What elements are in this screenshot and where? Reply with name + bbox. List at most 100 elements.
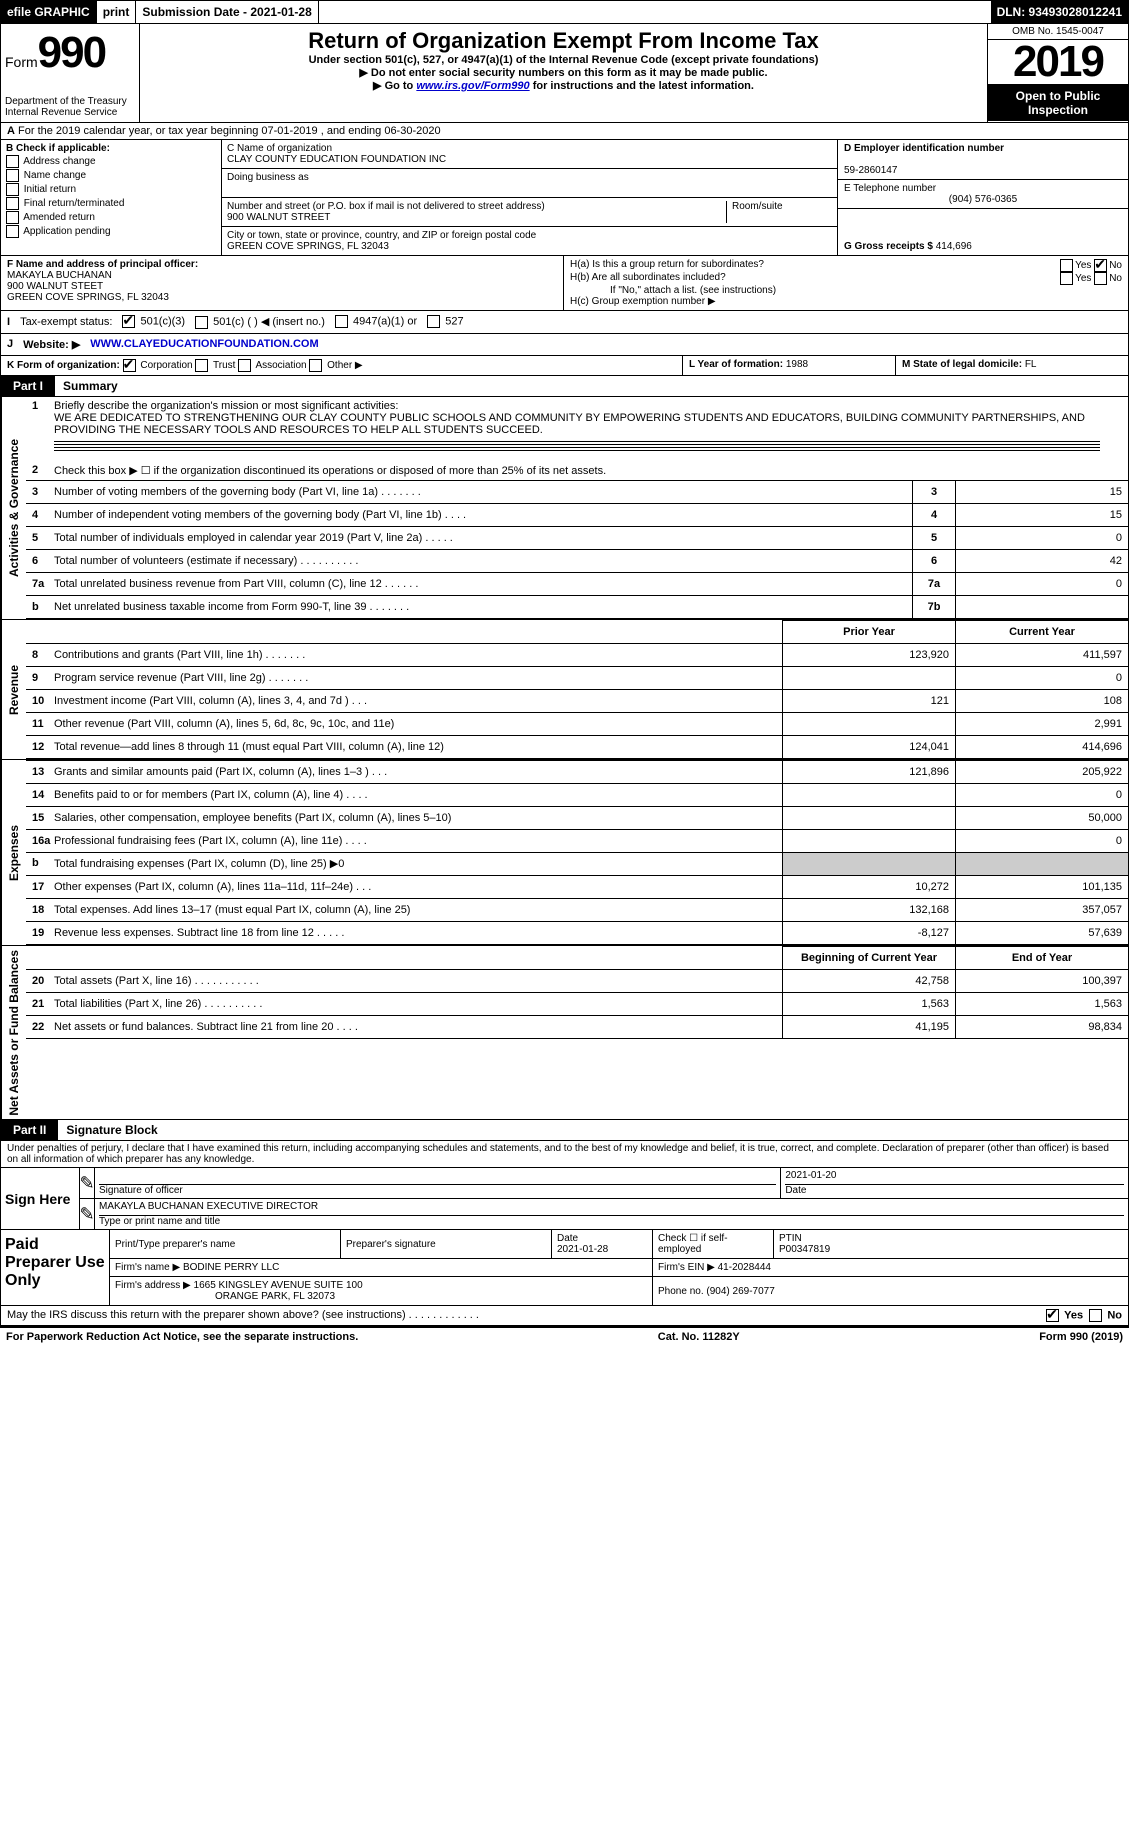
section-d: D Employer identification number 59-2860… [837, 140, 1128, 255]
501c3-checkbox[interactable] [122, 315, 135, 328]
ein-label: D Employer identification number [844, 143, 1004, 154]
room-label: Room/suite [732, 201, 783, 212]
other-checkbox[interactable] [309, 359, 322, 372]
part1-title: Summary [55, 376, 126, 396]
name-title-label: Type or print name and title [99, 1216, 220, 1227]
section-b: B Check if applicable: Address change Na… [1, 140, 222, 255]
gross-label: G Gross receipts $ [844, 241, 936, 252]
discuss-yes[interactable] [1046, 1309, 1059, 1322]
year-formed: 1988 [786, 359, 808, 370]
efile-label: efile GRAPHIC [1, 1, 97, 23]
org-name: CLAY COUNTY EDUCATION FOUNDATION INC [227, 154, 446, 165]
submission-date: Submission Date - 2021-01-28 [136, 1, 318, 23]
corp-checkbox[interactable] [123, 359, 136, 372]
revenue-section: Revenue Prior YearCurrent Year8Contribut… [0, 620, 1129, 760]
revenue-table: Prior YearCurrent Year8Contributions and… [26, 620, 1128, 759]
phone: (904) 576-0365 [844, 194, 1122, 205]
sign-here-label: Sign Here [1, 1168, 79, 1229]
net-assets-section: Net Assets or Fund Balances Beginning of… [0, 946, 1129, 1121]
form-prefix: Form [5, 54, 38, 70]
527-checkbox[interactable] [427, 315, 440, 328]
pen-icon: ✎ [80, 1199, 94, 1229]
net-vtab: Net Assets or Fund Balances [1, 946, 26, 1120]
trust-checkbox[interactable] [195, 359, 208, 372]
expenses-table: 13Grants and similar amounts paid (Part … [26, 760, 1128, 945]
line-a: A For the 2019 calendar year, or tax yea… [0, 123, 1129, 140]
officer-name-title: MAKAYLA BUCHANAN EXECUTIVE DIRECTOR [99, 1201, 1124, 1216]
officer-street: 900 WALNUT STEET [7, 281, 103, 292]
dba-label: Doing business as [227, 172, 309, 183]
sign-date: 2021-01-20 [785, 1170, 1124, 1185]
form-title: Return of Organization Exempt From Incom… [146, 28, 981, 54]
officer-name: MAKAYLA BUCHANAN [7, 270, 112, 281]
final-return-checkbox[interactable] [6, 197, 19, 210]
self-employed-check[interactable]: Check ☐ if self-employed [653, 1230, 774, 1259]
date-label: Date [785, 1185, 806, 1196]
officer-city: GREEN COVE SPRINGS, FL 32043 [7, 292, 169, 303]
form-sub2: ▶ Do not enter social security numbers o… [146, 66, 981, 79]
501c-checkbox[interactable] [195, 316, 208, 329]
amended-checkbox[interactable] [6, 211, 19, 224]
part1-tab: Part I [1, 376, 55, 396]
paid-preparer-block: Paid Preparer Use Only Print/Type prepar… [0, 1230, 1129, 1306]
top-bar: efile GRAPHIC print Submission Date - 20… [0, 0, 1129, 24]
form-number: 990 [38, 28, 105, 77]
open-inspection: Open to Public Inspection [988, 85, 1128, 121]
pen-icon: ✎ [80, 1168, 94, 1198]
section-f: F Name and address of principal officer:… [1, 256, 564, 310]
tax-exempt-row: I Tax-exempt status: 501(c)(3) 501(c) ( … [0, 311, 1129, 334]
phone-label: E Telephone number [844, 183, 936, 194]
irs-link[interactable]: www.irs.gov/Form990 [416, 80, 529, 92]
ha-yes[interactable] [1060, 259, 1073, 272]
ha-no[interactable] [1094, 259, 1107, 272]
ptin: P00347819 [779, 1244, 830, 1255]
prep-date: 2021-01-28 [557, 1244, 608, 1255]
form-number-block: Form990 Department of the Treasury Inter… [1, 24, 140, 122]
officer-group-section: F Name and address of principal officer:… [0, 256, 1129, 311]
dept-label: Department of the Treasury Internal Reve… [5, 96, 135, 118]
4947-checkbox[interactable] [335, 315, 348, 328]
tax-year: 2019 [988, 40, 1128, 85]
street-label: Number and street (or P.O. box if mail i… [227, 201, 545, 212]
print-button[interactable]: print [97, 1, 137, 23]
gov-vtab: Activities & Governance [1, 397, 26, 619]
net-assets-table: Beginning of Current YearEnd of Year20To… [26, 946, 1128, 1039]
form-sub1: Under section 501(c), 527, or 4947(a)(1)… [146, 54, 981, 66]
cat-number: Cat. No. 11282Y [658, 1331, 740, 1343]
form-version: Form 990 (2019) [1039, 1331, 1123, 1343]
ein: 59-2860147 [844, 165, 897, 176]
gross-receipts: 414,696 [936, 241, 972, 252]
discuss-row: May the IRS discuss this return with the… [0, 1306, 1129, 1326]
city: GREEN COVE SPRINGS, FL 32043 [227, 241, 389, 252]
exp-vtab: Expenses [1, 760, 26, 945]
name-change-checkbox[interactable] [6, 169, 19, 182]
section-c: C Name of organization CLAY COUNTY EDUCA… [222, 140, 837, 255]
paperwork-notice: For Paperwork Reduction Act Notice, see … [6, 1331, 358, 1343]
page-footer: For Paperwork Reduction Act Notice, see … [0, 1326, 1129, 1346]
sign-block: Sign Here ✎ Signature of officer 2021-01… [0, 1168, 1129, 1230]
addr-change-checkbox[interactable] [6, 155, 19, 168]
assoc-checkbox[interactable] [238, 359, 251, 372]
hb-yes[interactable] [1060, 272, 1073, 285]
website-link[interactable]: WWW.CLAYEDUCATIONFOUNDATION.COM [90, 338, 318, 350]
hb-no[interactable] [1094, 272, 1107, 285]
firm-phone: (904) 269-7077 [706, 1286, 774, 1297]
initial-return-checkbox[interactable] [6, 183, 19, 196]
firm-addr2: ORANGE PARK, FL 32073 [215, 1291, 335, 1302]
year-block: OMB No. 1545-0047 2019 Open to Public In… [987, 24, 1128, 122]
sig-officer-label: Signature of officer [99, 1185, 183, 1196]
domicile: FL [1025, 359, 1037, 370]
part2-header: Part II Signature Block [0, 1120, 1129, 1141]
firm-addr1: 1665 KINGSLEY AVENUE SUITE 100 [194, 1280, 363, 1291]
app-pending-checkbox[interactable] [6, 225, 19, 238]
firm-name: BODINE PERRY LLC [183, 1262, 279, 1273]
paid-label: Paid Preparer Use Only [1, 1230, 109, 1305]
form-990-page: efile GRAPHIC print Submission Date - 20… [0, 0, 1129, 1346]
part2-tab: Part II [1, 1120, 58, 1140]
rev-vtab: Revenue [1, 620, 26, 759]
governance-table: 3Number of voting members of the governi… [26, 480, 1128, 619]
part1-header: Part I Summary [0, 376, 1129, 397]
discuss-no[interactable] [1089, 1309, 1102, 1322]
website-row: J Website: ▶ WWW.CLAYEDUCATIONFOUNDATION… [0, 334, 1129, 356]
penalties-text: Under penalties of perjury, I declare th… [0, 1141, 1129, 1168]
